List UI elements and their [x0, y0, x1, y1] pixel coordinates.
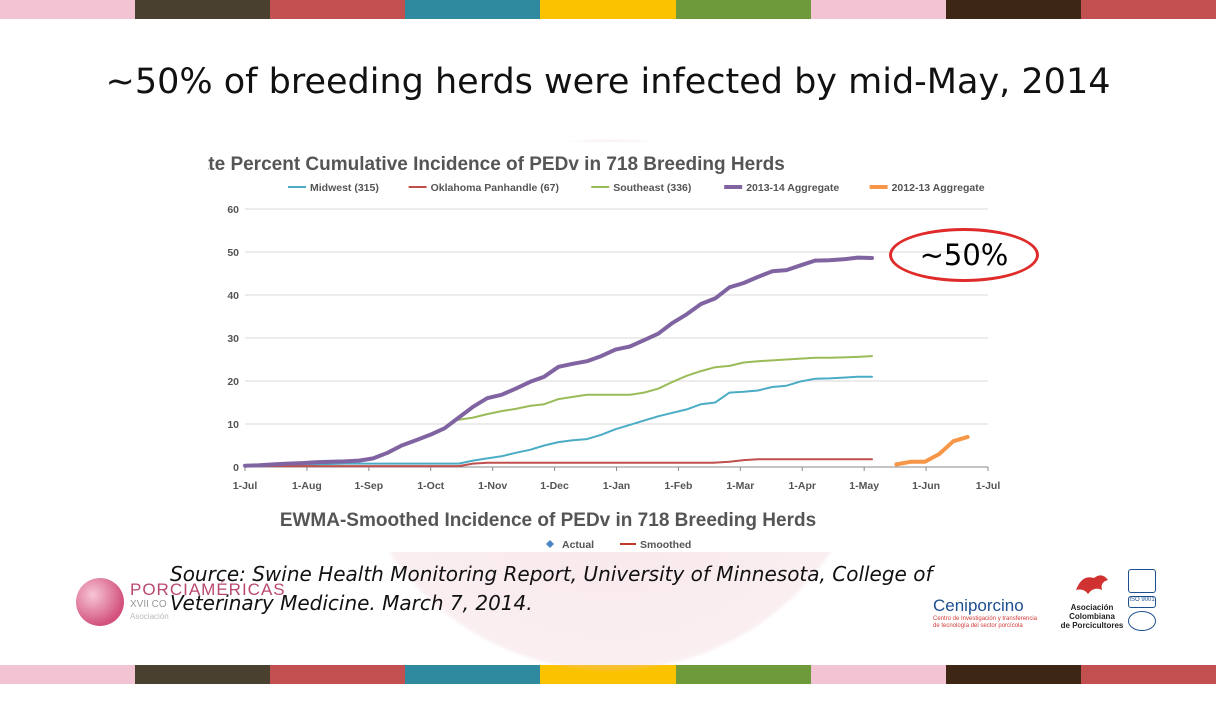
bottom-color-stripe — [0, 665, 1216, 684]
porciamericas-sub2: Asociación — [130, 612, 169, 621]
y-tick-label: 0 — [233, 462, 239, 474]
porciamericas-sub: XVII CO — [130, 599, 167, 610]
stripe-segment — [810, 0, 946, 19]
iso-label: ISO 9001 — [1128, 596, 1156, 608]
x-tick-label: 1-Jul — [233, 480, 258, 492]
legend-label: 2012-13 Aggregate — [892, 182, 985, 194]
series-line — [244, 458, 873, 468]
legend-label: 2013-14 Aggregate — [746, 182, 839, 194]
x-tick-label: 1-Sep — [355, 480, 384, 492]
stripe-segment — [945, 665, 1081, 684]
x-tick-label: 1-Dec — [540, 480, 569, 492]
certification-seal-icon — [1128, 611, 1156, 631]
x-tick-label: 1-Feb — [664, 480, 692, 492]
y-tick-label: 60 — [227, 204, 239, 216]
legend-label: Southeast (336) — [613, 182, 691, 194]
incidence-chart: Aggregate Percent Cumulative Incidence o… — [131, 154, 1001, 551]
y-tick-label: 40 — [227, 290, 239, 302]
stripe-segment — [675, 665, 811, 684]
y-tick-label: 10 — [227, 419, 239, 431]
ceniporcino-tag-1: Centro de Investigación y transferencia — [933, 616, 1038, 622]
stripe-segment — [135, 665, 271, 684]
legend-label: Midwest (315) — [310, 182, 379, 194]
porciamericas-logo: PORCIAMÉRICAS XVII CO Asociación — [70, 574, 285, 630]
chart-container: Aggregate Percent Cumulative Incidence o… — [131, 142, 1008, 552]
pig-mark-icon — [1076, 575, 1108, 594]
series-line — [244, 375, 873, 467]
asociacion-line-1: Asociación — [1070, 603, 1114, 612]
x-tick-label: 1-Nov — [478, 480, 507, 492]
subtitle-legend-label: Actual — [562, 539, 594, 551]
chart-title: Aggregate Percent Cumulative Incidence o… — [208, 154, 785, 175]
source-citation: Source: Swine Health Monitoring Report, … — [170, 562, 933, 615]
stripe-segment — [0, 0, 136, 19]
stripe-segment — [675, 0, 811, 19]
stripe-segment — [1080, 665, 1216, 684]
series-line — [894, 434, 970, 467]
x-tick-label: 1-Jan — [603, 480, 630, 492]
y-tick-label: 30 — [227, 333, 239, 345]
asociacion-line-3: de Porcicultores — [1060, 621, 1124, 630]
slide-title: ~50% of breeding herds were infected by … — [105, 62, 1111, 102]
stripe-segment — [405, 0, 541, 19]
x-tick-label: 1-Jul — [976, 480, 1001, 492]
porciamericas-ball-icon — [76, 578, 124, 626]
stripe-segment — [135, 0, 271, 19]
top-color-stripe — [0, 0, 1216, 19]
asociacion-logo: Asociación Colombiana de Porcicultores — [1052, 568, 1132, 634]
legend-label: Oklahoma Panhandle (67) — [431, 182, 559, 194]
y-tick-label: 50 — [227, 247, 239, 259]
porciamericas-name: PORCIAMÉRICAS — [130, 580, 286, 599]
iso-certification-badges: ISO 9001 — [1128, 569, 1156, 631]
chart-subtitle: EWMA-Smoothed Incidence of PEDv in 718 B… — [280, 510, 816, 531]
series-line — [243, 255, 874, 468]
ceniporcino-tag-2: de tecnología del sector porcícola — [933, 623, 1023, 629]
x-tick-label: 1-Mar — [726, 480, 754, 492]
stripe-segment — [1080, 0, 1216, 19]
x-tick-label: 1-Jun — [912, 480, 940, 492]
fifty-percent-callout: ~50% — [889, 228, 1039, 282]
stripe-segment — [270, 0, 406, 19]
x-tick-label: 1-Apr — [789, 480, 816, 492]
subtitle-legend-label: Smoothed — [640, 539, 691, 551]
stripe-segment — [540, 0, 676, 19]
iso-badge-icon — [1128, 569, 1156, 593]
subtitle-legend-marker — [546, 540, 554, 548]
ceniporcino-logo: Ceniporcino Centro de Investigación y tr… — [933, 596, 1048, 636]
y-tick-label: 20 — [227, 376, 239, 388]
stripe-segment — [540, 665, 676, 684]
stripe-segment — [270, 665, 406, 684]
series-line — [457, 355, 873, 421]
stripe-segment — [405, 665, 541, 684]
stripe-segment — [945, 0, 1081, 19]
asociacion-line-2: Colombiana — [1069, 612, 1115, 621]
x-tick-label: 1-Aug — [292, 480, 322, 492]
x-tick-label: 1-Oct — [417, 480, 444, 492]
stripe-segment — [0, 665, 136, 684]
stripe-segment — [810, 665, 946, 684]
ceniporcino-name: Ceniporcino — [933, 596, 1024, 615]
x-tick-label: 1-May — [849, 480, 879, 492]
